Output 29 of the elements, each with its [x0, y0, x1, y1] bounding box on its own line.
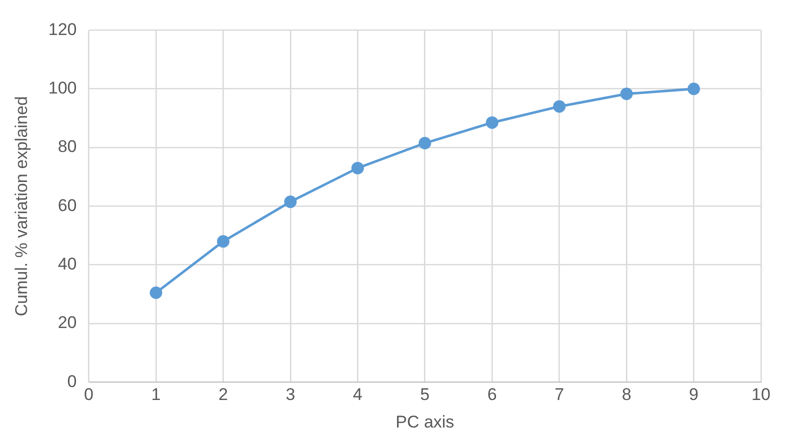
y-tick-label: 120	[48, 20, 77, 39]
point	[553, 100, 566, 113]
point	[688, 82, 700, 96]
point	[150, 286, 162, 299]
y-tick-label: 60	[58, 196, 77, 215]
y-tick-label: 100	[48, 78, 77, 98]
x-axis-title: PC axis	[396, 412, 454, 432]
point	[486, 116, 498, 129]
x-tick-label: 0	[84, 385, 94, 404]
y-tick-label: 0	[67, 372, 77, 391]
x-tick-label: 8	[622, 385, 632, 404]
x-tick-label: 3	[286, 385, 296, 404]
x-tick-label: 1	[151, 385, 161, 404]
point	[216, 235, 230, 248]
x-tick-label: 2	[218, 385, 228, 404]
y-tick-label: 80	[58, 137, 77, 156]
point	[351, 162, 364, 174]
x-tick-label: 4	[352, 385, 362, 404]
point	[418, 136, 432, 150]
y-tick-label: 40	[58, 254, 77, 274]
x-tick-label: 5	[420, 385, 430, 404]
x-tick-label: 9	[689, 385, 699, 404]
point	[620, 88, 633, 100]
x-tick-label: 6	[487, 385, 497, 404]
x-tick-label: 7	[554, 385, 564, 404]
x-tick-label: 10	[752, 385, 770, 404]
y-axis-title: Cumul. % variation explained	[12, 96, 31, 316]
point	[284, 196, 297, 208]
y-tick-label: 20	[58, 313, 77, 332]
